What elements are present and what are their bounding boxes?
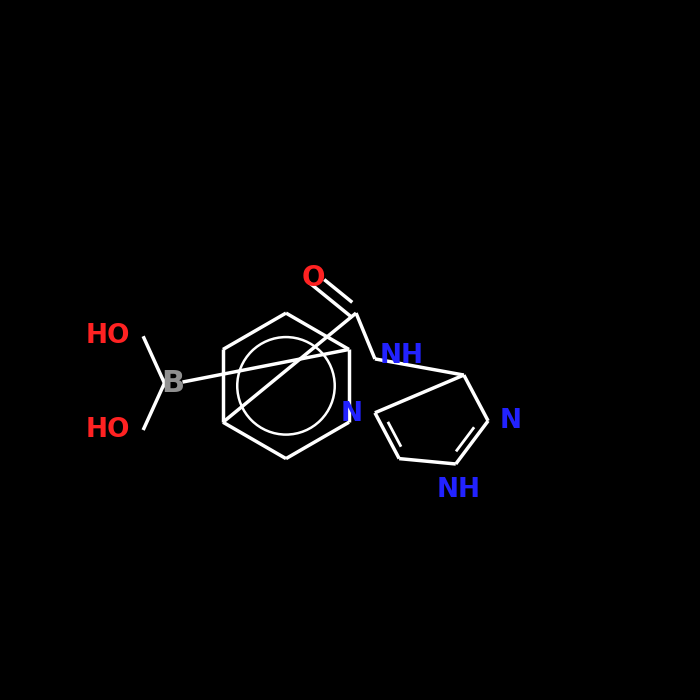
Text: N: N bbox=[341, 401, 363, 427]
Text: O: O bbox=[301, 264, 325, 292]
Text: N: N bbox=[500, 408, 522, 434]
Text: B: B bbox=[161, 369, 184, 398]
Text: HO: HO bbox=[85, 417, 130, 443]
Text: NH: NH bbox=[379, 343, 424, 369]
Text: HO: HO bbox=[85, 323, 130, 349]
Text: NH: NH bbox=[437, 477, 480, 503]
